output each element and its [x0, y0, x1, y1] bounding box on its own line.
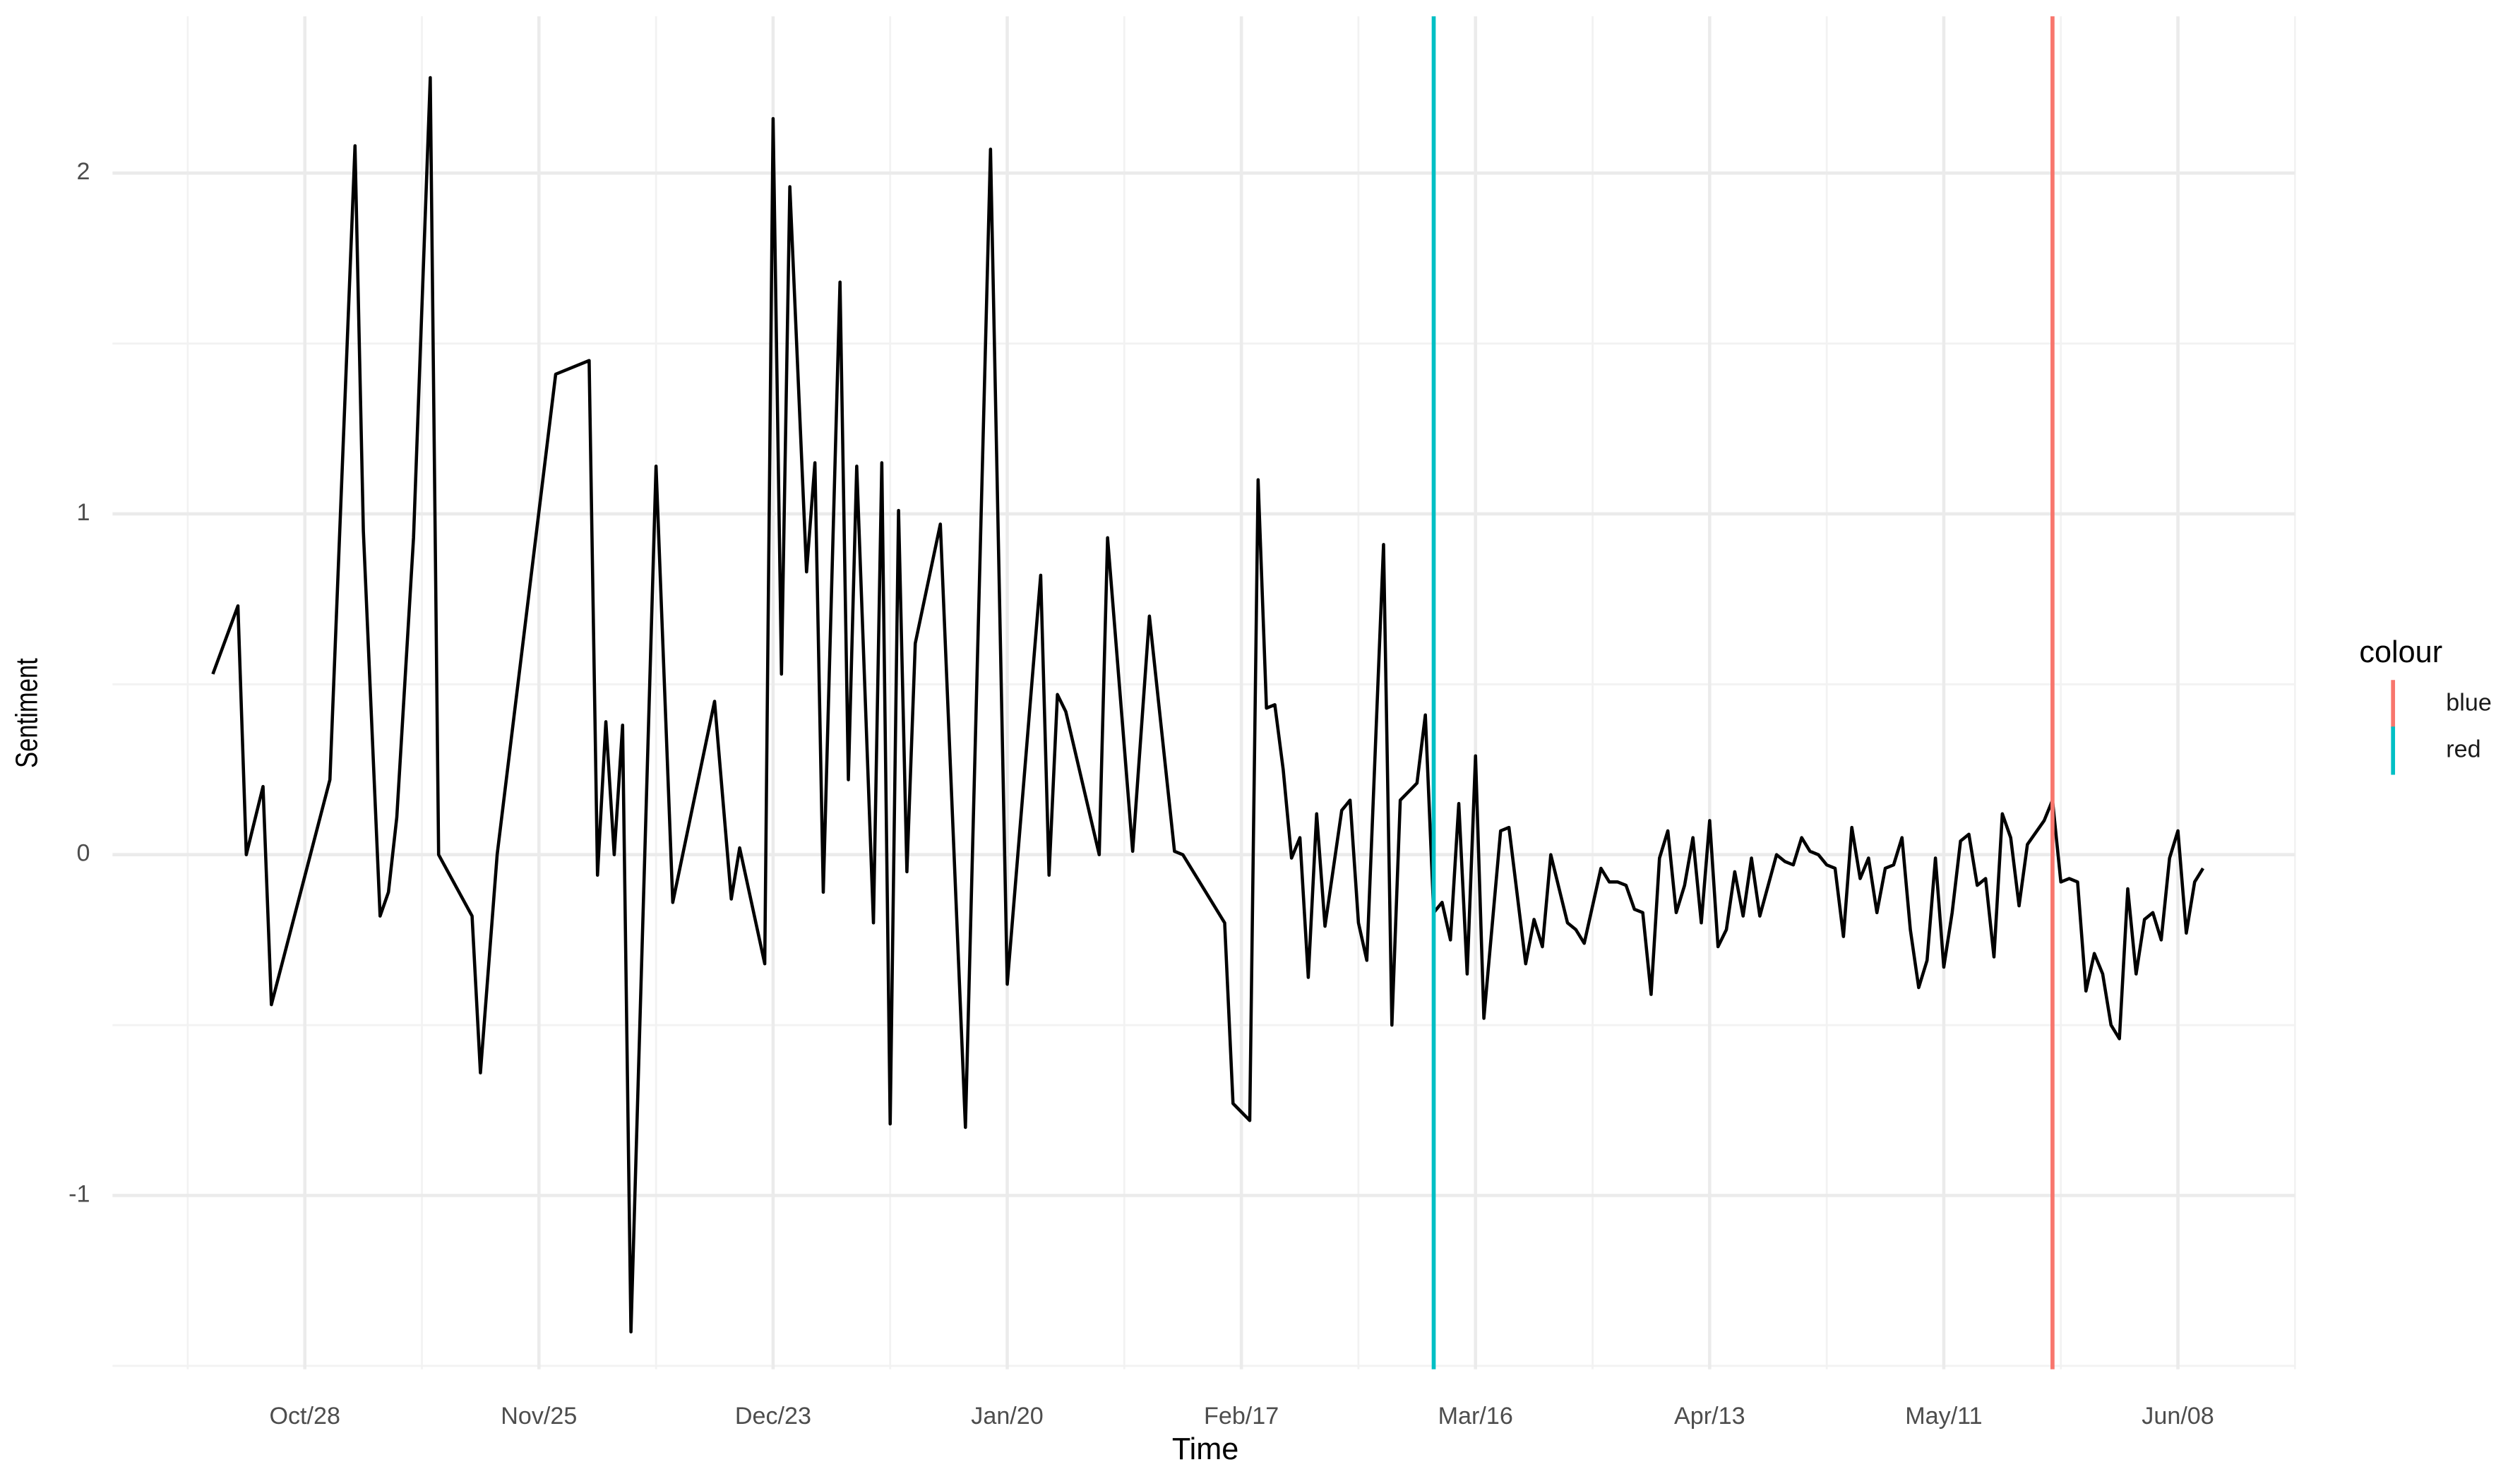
- legend-label: blue: [2446, 689, 2492, 716]
- y-tick-label: 0: [76, 840, 90, 867]
- sentiment-line: [211, 76, 2205, 1334]
- x-tick-label: Nov/25: [501, 1403, 577, 1430]
- y-tick-label: -1: [68, 1180, 90, 1207]
- x-tick-label: Dec/23: [735, 1403, 811, 1430]
- plot-area: [211, 16, 2205, 1370]
- y-axis-title: Sentiment: [11, 658, 44, 768]
- legend-label: red: [2446, 736, 2480, 762]
- y-tick-label: 2: [76, 158, 90, 185]
- x-tick-label: Oct/28: [269, 1403, 340, 1430]
- x-tick-label: Apr/13: [1674, 1403, 1745, 1430]
- legend-title: colour: [2359, 635, 2442, 669]
- x-tick-label: Mar/16: [1438, 1403, 1513, 1430]
- x-tick-label: Jan/20: [971, 1403, 1043, 1430]
- y-tick-label: 1: [76, 499, 90, 526]
- x-tick-label: May/11: [1905, 1403, 1982, 1430]
- x-tick-label: Jun/08: [2142, 1403, 2214, 1430]
- grid: Oct/28 Nov/25 Dec/23 Jan/20 Feb/17 Mar/16 Apr/…: [68, 16, 2296, 1430]
- x-axis-title: Time: [1172, 1432, 1238, 1466]
- x-tick-label: Feb/17: [1204, 1403, 1279, 1430]
